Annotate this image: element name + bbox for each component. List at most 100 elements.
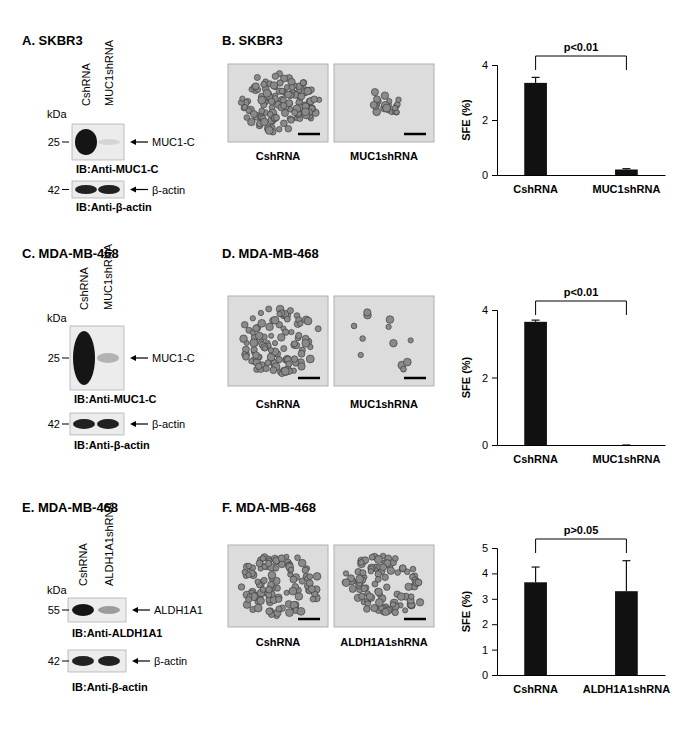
blot-membrane [70,326,124,390]
cell [261,81,267,87]
error-bar-cap [532,320,540,321]
x-tick-label: CshRNA [513,183,558,195]
y-axis-title: SFE (%) [460,99,472,141]
micrograph-background [228,545,328,627]
kda-label: kDa [47,312,67,324]
micrograph-background [334,296,434,386]
cell [284,85,289,90]
cell [416,599,423,606]
micrograph [334,545,434,627]
cell [286,361,292,367]
plot-marks [524,77,638,175]
y-tick-mark [492,573,497,574]
band-arrowhead [132,607,138,613]
kda-marker: 42 [48,655,60,667]
cell [289,329,294,334]
blot-membrane [70,413,124,435]
cell [351,323,357,329]
cell [397,593,405,601]
cell [382,574,389,581]
significance-bracket [536,56,627,70]
y-tick: 0 [482,669,497,681]
cell [290,576,297,583]
scale-bar [298,618,320,621]
antibody-label: IB:Anti-β-actin [72,681,148,693]
blot-membrane [72,124,124,160]
cell [261,344,268,351]
cell [300,80,306,86]
blot-membrane [68,650,126,672]
cell [266,306,272,312]
cell [263,365,269,371]
cell [298,559,306,567]
y-tick-mark [492,650,497,651]
y-tick-mark [492,120,497,121]
micrograph-cells [342,553,424,616]
kda-label: kDa [47,108,67,120]
x-tick: MUC1shRNA [592,183,660,195]
cell [261,577,267,583]
image-caption: MUC1shRNA [350,398,418,410]
annotation: p<0.01 [564,41,599,53]
cell [403,358,411,366]
cell [298,350,305,357]
micrograph [334,64,434,142]
x-axis: CshRNA MUC1shRNA [498,176,666,195]
cell [371,88,378,95]
cell [295,555,301,561]
band-arrowhead [130,421,136,427]
image-caption: CshRNA [256,398,301,410]
error-bar [622,168,630,170]
bar [524,582,547,675]
plot-marks [524,320,630,445]
error-bar-cap [622,560,630,561]
cell [257,597,264,604]
image-panel: D. MDA-MB-468CshRNAMUC1shRNA [222,246,434,410]
blot-band [98,185,120,194]
y-tick: 2 [482,618,497,630]
cell [292,109,298,115]
cell [408,338,413,343]
cell [360,570,366,576]
cell [255,363,261,369]
cell [271,316,279,324]
cell [408,594,414,600]
cell [262,346,267,351]
blot-band [73,419,95,429]
y-tick: 3 [482,593,497,605]
y-tick-mark [492,310,497,311]
cell [270,367,277,374]
blot: 25MUC1-CIB:Anti-MUC1-C [48,124,195,175]
y-tick: 1 [482,644,497,656]
bar [524,322,547,445]
cell [276,356,282,362]
cell [308,585,315,592]
error-bar-cap [532,77,540,78]
kda-marker: 25 [48,352,60,364]
y-tick-label: 4 [482,59,488,71]
x-tick: ALDH1A1shRNA [583,683,670,695]
cell [258,310,263,315]
error-bar-stem [535,567,536,582]
cell [302,339,310,347]
x-tick: CshRNA [513,683,558,695]
blot: 25MUC1-CIB:Anti-MUC1-C [48,326,195,405]
y-tick-mark [492,175,497,176]
antibody-label: IB:Anti-β-actin [74,439,150,451]
cell [361,585,368,592]
cell [289,84,295,90]
annotation: p<0.01 [564,286,599,298]
y-tick-label: 0 [482,669,488,681]
cell [288,568,294,574]
significance-bracket [536,539,627,553]
y-axis-title: SFE (%) [460,590,472,632]
cell [364,309,371,316]
kda-tick [62,189,69,190]
cell [285,91,292,98]
cell [250,316,255,321]
image-panel: F. MDA-MB-468CshRNAALDH1A1shRNA [222,500,434,648]
blot-panel: E. MDA-MB-468CshRNAALDH1A1shRNAkDa55ALDH… [22,500,203,693]
y-axis: 024 [482,304,498,451]
cell [273,566,279,572]
cell [359,593,366,600]
